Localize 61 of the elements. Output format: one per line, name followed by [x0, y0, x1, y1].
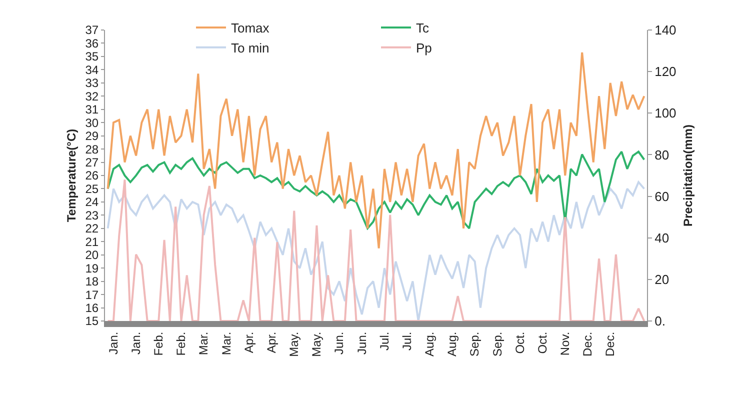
- y-tick-label: 20: [85, 248, 99, 262]
- x-tick-label: May.: [310, 332, 324, 357]
- x-tick-label: Jun.: [354, 332, 369, 354]
- y-tick-label: 26: [85, 168, 99, 183]
- y-tick-label: 37: [85, 23, 99, 38]
- y-tick-label: 29: [85, 129, 99, 144]
- line-series: [106, 150, 646, 230]
- y-tick-label: 17: [85, 288, 99, 302]
- y-tick-label: 21: [85, 234, 99, 249]
- x-tick-label: Jul.: [377, 332, 392, 350]
- x-tick-label: Sep.: [468, 332, 482, 356]
- x-tick-label: Jul.: [400, 332, 414, 350]
- x-tick-label: Feb.: [174, 332, 188, 356]
- x-tick-label: Oct.: [512, 332, 527, 354]
- legend-label: To min: [231, 40, 270, 56]
- y2-tick-label: 100: [654, 106, 676, 121]
- y-tick-label: 19: [85, 261, 99, 276]
- x-tick-label: Nov.: [558, 332, 572, 356]
- x-tick-label: Apr.: [242, 332, 256, 354]
- x-tick-label: Dec.: [580, 332, 595, 356]
- y-axis-title: Temperature(°C): [64, 128, 79, 222]
- legend-label: Pp: [416, 40, 432, 56]
- x-tick-label: Jun.: [332, 332, 346, 354]
- y2-tick-label: 20: [654, 272, 670, 287]
- y-tick-label: 27: [85, 155, 99, 170]
- y2-tick-label: 120: [654, 64, 676, 80]
- x-tick-label: Jan.: [128, 332, 143, 354]
- x-tick-label: Apr.: [264, 332, 278, 354]
- y2-tick-label: 140: [654, 22, 676, 38]
- y2-axis-title: Precipitation(mm): [681, 124, 696, 227]
- y-tick-label: 33: [85, 76, 99, 90]
- y-tick-label: 34: [85, 62, 99, 77]
- x-tick-label: Mar.: [196, 332, 211, 356]
- y-tick-label: 35: [85, 50, 99, 64]
- y-tick-label: 28: [85, 142, 99, 156]
- y-tick-label: 16: [85, 300, 99, 315]
- y-tick-label: 18: [85, 274, 99, 289]
- x-tick-label: Sep.: [490, 332, 504, 356]
- x-tick-label: Mar.: [219, 332, 234, 356]
- y-tick-label: 25: [85, 182, 99, 196]
- y2-tick-label: 60: [654, 188, 670, 204]
- x-tick-label: Jan.: [106, 332, 120, 354]
- y-tick-label: 23: [85, 208, 99, 222]
- y-tick-label: 22: [85, 222, 99, 236]
- x-tick-label: Aug.: [422, 332, 437, 356]
- x-tick-label: Dec.: [603, 332, 618, 356]
- x-tick-label: Feb.: [152, 332, 166, 356]
- y-tick-label: 36: [85, 36, 99, 50]
- y-tick-label: 31: [85, 102, 99, 117]
- x-tick-label: Aug.: [445, 332, 460, 356]
- y-tick-label: 15: [85, 314, 99, 328]
- y-tick-label: 30: [85, 116, 99, 130]
- y-tick-label: 32: [85, 89, 99, 104]
- y2-tick-label: 0.: [654, 314, 666, 329]
- legend-label: Tc: [416, 20, 430, 36]
- y2-tick-label: 40: [654, 230, 670, 246]
- legend-label: Tomax: [231, 20, 270, 36]
- y-tick-label: 24: [85, 195, 99, 210]
- y2-tick-label: 80: [654, 147, 670, 162]
- x-tick-label: May.: [287, 332, 302, 357]
- x-tick-label: Oct.: [535, 332, 550, 354]
